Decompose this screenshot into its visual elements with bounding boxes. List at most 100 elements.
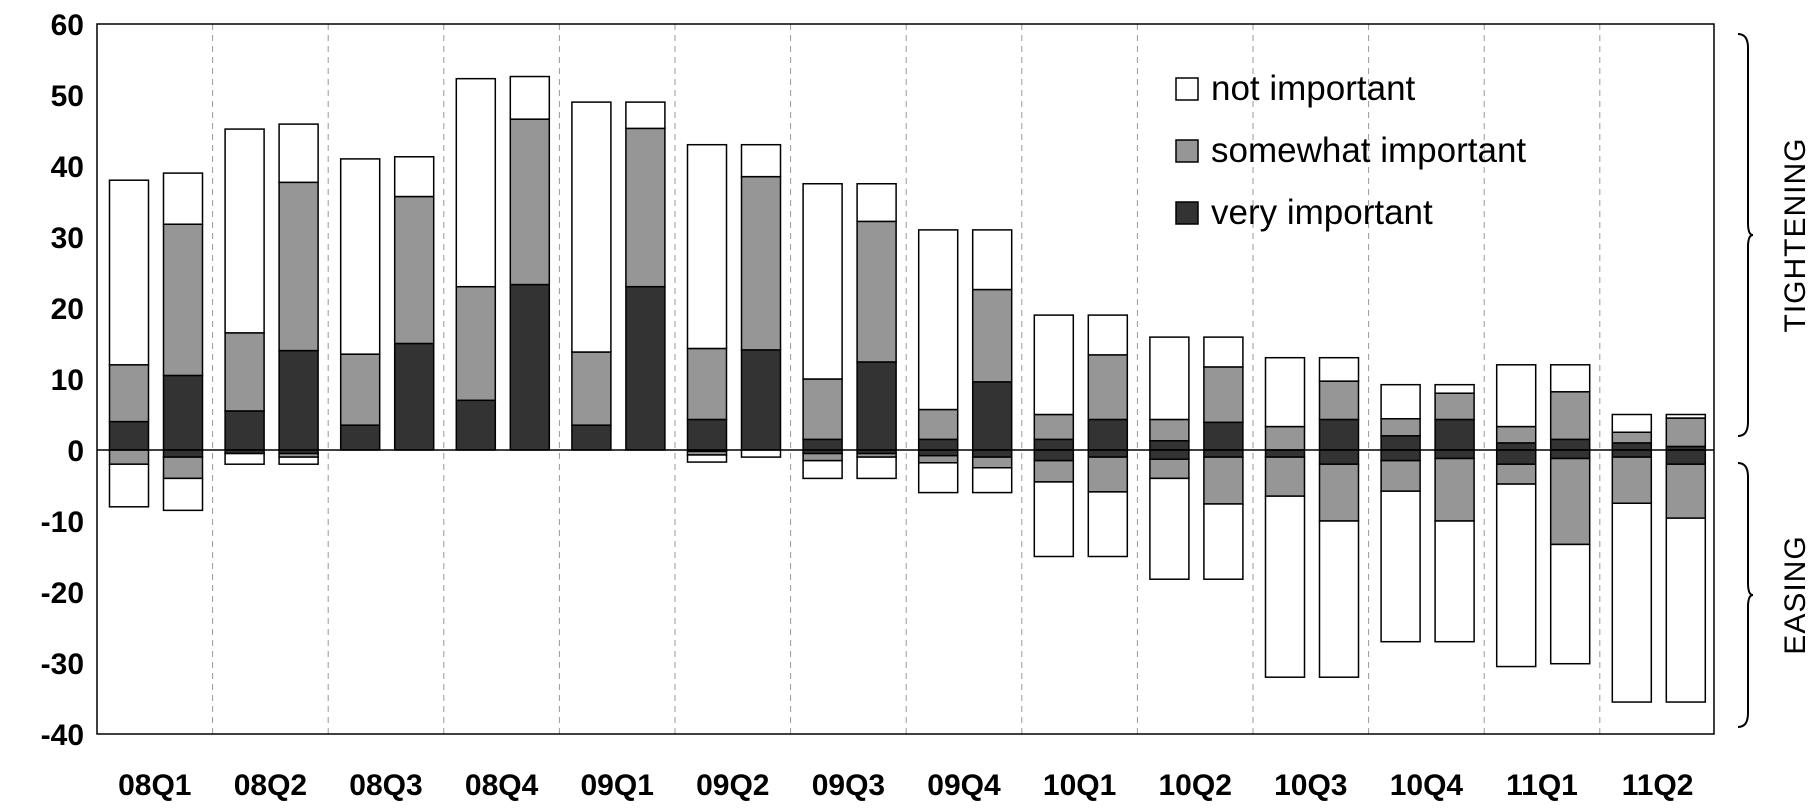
category-separators (212, 24, 1601, 734)
y-tick-label: 50 (51, 80, 84, 113)
bar-segment-positive-not-important (455, 77, 497, 288)
bar-segment-negative-somewhat-important (1264, 456, 1306, 497)
legend-label: not important (1211, 69, 1416, 108)
x-category-label: 08Q1 (118, 769, 191, 802)
y-tick-label: 10 (51, 364, 84, 397)
bar-09Q4-2 (971, 229, 1013, 494)
legend-swatch (1175, 139, 1199, 163)
bar-segment-negative-not-important (224, 452, 265, 465)
legend-swatch (1175, 77, 1199, 101)
legend: not important somewhat important very impo… (1175, 69, 1526, 232)
bar-segment-positive-somewhat-important (455, 285, 497, 402)
bar-segment-negative-somewhat-important (1665, 463, 1707, 519)
bar-segment-negative-not-important (1434, 520, 1475, 643)
bar-segment-positive-not-important (1033, 314, 1075, 416)
bar-segment-positive-not-important (1380, 383, 1421, 420)
y-tick-label: -30 (41, 648, 84, 681)
bar-segment-positive-not-important (971, 229, 1013, 291)
bar-segment-positive-not-important (162, 172, 204, 225)
bar-segment-positive-not-important (1549, 364, 1591, 393)
bar-segment-positive-not-important (1203, 336, 1244, 368)
bar-segment-positive-somewhat-important (971, 288, 1013, 383)
bar-segment-positive-very-important (1203, 421, 1244, 451)
bar-08Q3-1 (339, 158, 381, 451)
bar-segment-negative-very-important (917, 449, 959, 457)
x-category-label: 08Q4 (465, 769, 539, 802)
bar-segment-negative-very-important (162, 449, 204, 458)
x-category-label: 09Q1 (581, 769, 654, 802)
bar-10Q2-2 (1203, 336, 1244, 580)
bar-08Q2-1 (224, 128, 265, 465)
legend-item-very-important: very important (1175, 193, 1433, 232)
bar-segment-positive-somewhat-important (1434, 392, 1475, 421)
bar-11Q1-2 (1549, 364, 1591, 665)
bar-segment-positive-very-important (224, 410, 265, 451)
bar-segment-positive-very-important (1033, 438, 1075, 451)
bar-segment-positive-somewhat-important (740, 175, 782, 351)
side-annotations: TIGHTENING EASING (1737, 33, 1812, 728)
bar-segment-negative-somewhat-important (1318, 463, 1360, 522)
bar-segment-positive-very-important (1318, 418, 1360, 451)
bar-segment-positive-very-important (856, 361, 897, 451)
bar-segment-positive-somewhat-important (625, 127, 666, 288)
bar-segment-positive-somewhat-important (1318, 380, 1360, 421)
bar-segment-positive-very-important (393, 342, 435, 451)
bar-segment-positive-not-important (571, 101, 612, 353)
bar-segment-negative-very-important (1434, 449, 1475, 460)
bar-segment-negative-not-important (1495, 483, 1537, 668)
y-axis-ticks: 60 50 40 30 20 10 0 -10 -20 -30 -40 (41, 9, 84, 752)
bar-segment-negative-not-important (1380, 490, 1421, 643)
bar-segment-positive-very-important (455, 399, 497, 451)
bar-segment-positive-somewhat-important (1033, 413, 1075, 441)
bar-segment-positive-very-important (571, 424, 612, 451)
bar-segment-negative-not-important (740, 449, 782, 458)
bar-segment-positive-not-important (625, 101, 666, 130)
bar-segment-positive-somewhat-important (1495, 425, 1537, 444)
bar-segment-positive-somewhat-important (1264, 425, 1306, 451)
bar-08Q3-2 (393, 156, 435, 451)
bar-segment-negative-somewhat-important (971, 456, 1013, 469)
x-category-label: 10Q1 (1043, 769, 1116, 802)
bar-segment-negative-very-important (1264, 449, 1306, 458)
y-tick-label: -10 (41, 506, 84, 539)
bar-segment-positive-very-important (1495, 442, 1537, 451)
bar-09Q3-1 (802, 183, 843, 480)
bar-segment-positive-not-important (740, 143, 782, 178)
bar-segment-positive-very-important (1611, 442, 1653, 451)
bar-segment-positive-very-important (1380, 435, 1421, 451)
bar-11Q1-1 (1495, 364, 1537, 668)
bar-segment-negative-somewhat-important (1380, 459, 1421, 492)
bar-segment-positive-very-important (1087, 418, 1129, 451)
y-tick-label: 40 (51, 151, 84, 184)
bar-segment-positive-very-important (1434, 418, 1475, 451)
x-category-label: 09Q3 (812, 769, 885, 802)
bar-segment-positive-very-important (686, 418, 728, 451)
x-category-label: 09Q2 (696, 769, 769, 802)
bar-segment-positive-very-important (625, 285, 666, 451)
bar-segment-negative-very-important (1149, 449, 1190, 460)
bar-10Q4-2 (1434, 383, 1475, 643)
bar-10Q3-1 (1264, 356, 1306, 678)
bar-segment-positive-somewhat-important (393, 195, 435, 345)
bar-segment-positive-very-important (108, 420, 150, 451)
bar-08Q1-2 (162, 172, 204, 512)
bar-08Q1-1 (108, 179, 150, 508)
bar-segment-positive-not-important (802, 183, 843, 380)
bar-09Q1-1 (571, 101, 612, 451)
bar-segment-positive-somewhat-important (571, 351, 612, 426)
bar-09Q4-1 (917, 229, 959, 494)
bar-08Q4-2 (509, 75, 551, 451)
bar-segment-positive-very-important (971, 381, 1013, 451)
bar-segment-negative-somewhat-important (917, 454, 959, 464)
bar-segment-positive-very-important (917, 438, 959, 451)
bar-11Q2-2 (1665, 413, 1707, 703)
bar-segment-negative-not-important (1611, 502, 1653, 703)
y-tick-label: 60 (51, 9, 84, 42)
bar-segment-positive-somewhat-important (108, 364, 150, 423)
bar-10Q2-1 (1149, 336, 1190, 580)
bar-segment-negative-not-important (1149, 477, 1190, 580)
bar-segment-positive-very-important (278, 349, 319, 451)
bar-segment-negative-very-important (1665, 449, 1707, 465)
x-category-label: 09Q4 (927, 769, 1001, 802)
bar-segment-negative-very-important (1203, 449, 1244, 458)
